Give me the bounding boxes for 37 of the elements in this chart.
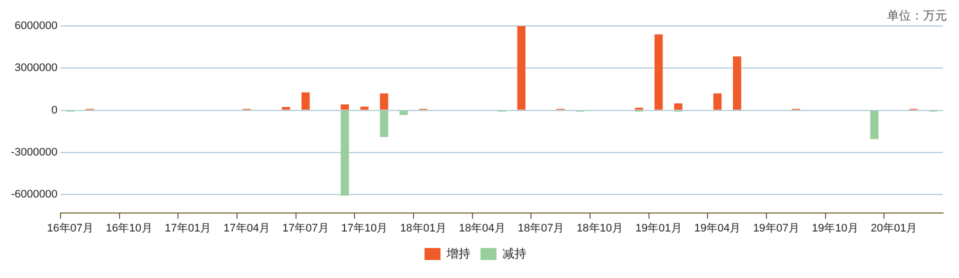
bar [674,103,682,110]
x-tick-label: 19年07月 [753,222,800,234]
y-tick-label: -3000000 [10,146,58,158]
x-tick-label: 17年04月 [224,222,270,234]
x-tick-label: 17年01月 [164,222,212,234]
legend-label: 增持 [446,246,470,260]
y-tick-label: 6000000 [14,20,58,32]
x-tick-label: 18年01月 [400,222,447,234]
bar [282,107,290,110]
x-tick-label: 19年10月 [812,222,858,234]
x-tick-label: 17年10月 [341,222,388,234]
y-tick-label: -6000000 [10,188,58,201]
bar [380,110,388,137]
x-tick-label: 16年10月 [106,222,152,234]
x-tick-label: 17年07月 [282,222,329,234]
bar [870,110,878,140]
x-tick-label: 18年04月 [458,222,506,234]
bar [400,110,408,116]
x-tick-label: 19年01月 [635,222,682,234]
bar [654,34,663,110]
x-tick-label: 18年07月 [518,222,564,234]
x-tick-label: 16年07月 [47,222,94,234]
y-tick-label: 0 [51,104,58,116]
x-tick-label: 18年10月 [576,222,624,234]
legend-label: 减持 [502,246,526,260]
x-tick-label: 19年04月 [694,222,741,234]
bar [340,110,349,196]
bar [340,104,349,110]
text: 单位：万元 [887,8,947,22]
y-tick-label: 3000000 [14,62,58,74]
bar [517,26,526,110]
bar [380,93,388,110]
bar [732,56,742,110]
bar [360,106,369,110]
bar [302,92,310,110]
x-tick-label: 20年01月 [870,222,918,234]
bar [713,93,722,110]
